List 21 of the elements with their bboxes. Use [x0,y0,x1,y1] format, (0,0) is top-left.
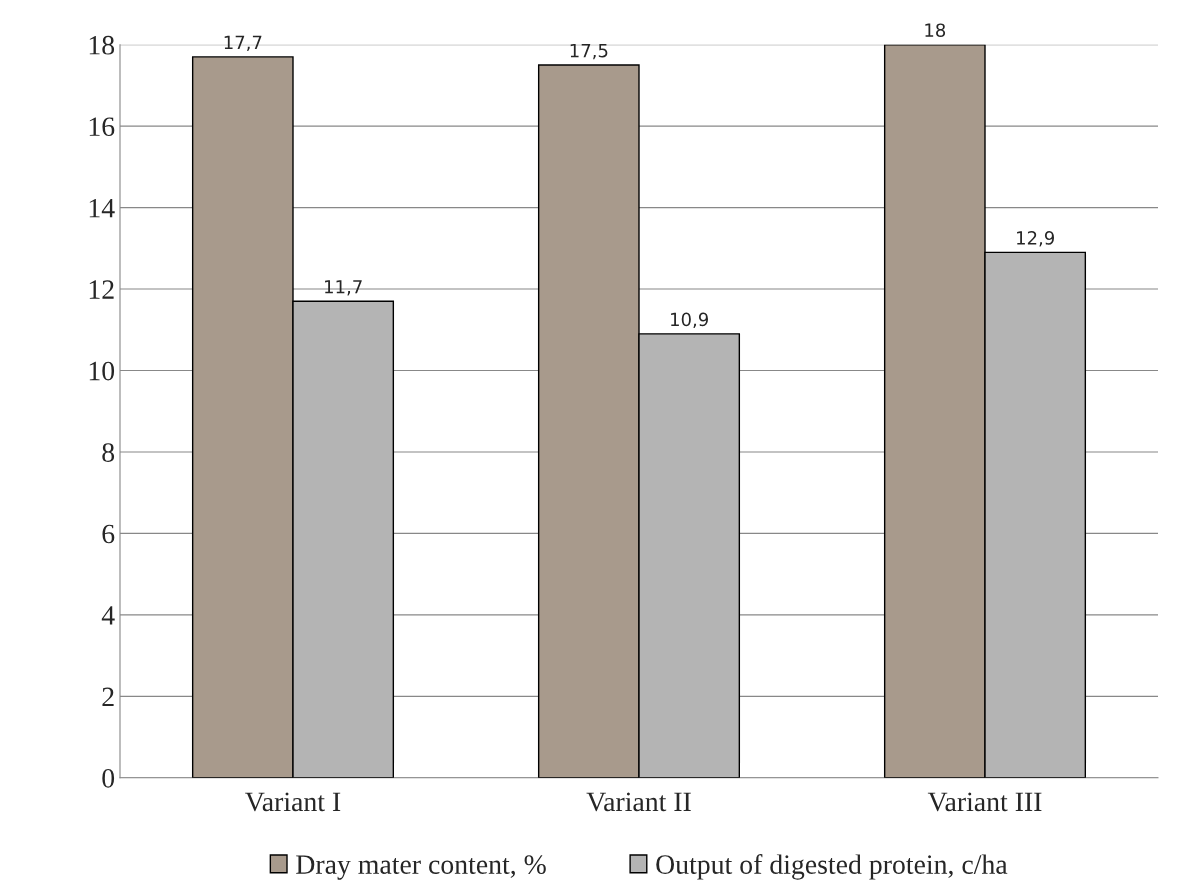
y-tick-label: 6 [102,524,115,544]
x-tick-label: Variant I [245,792,341,812]
y-tick-label: 2 [102,687,114,706]
legend-label: Dray mater content, % [296,855,546,880]
data-label: 12,9 [1017,231,1054,247]
y-tick-label: 10 [89,361,115,381]
data-label: 17,7 [224,35,262,52]
y-tick-label: 12 [89,280,114,299]
data-label: 18 [925,23,946,38]
data-label: 10,9 [671,312,708,329]
y-tick-label: 16 [89,117,115,137]
y-tick-label: 14 [89,198,115,218]
data-label: 11,7 [325,280,362,296]
data-label: 17,5 [570,43,608,60]
y-tick-label: 0 [102,768,115,788]
y-tick-label: 8 [102,443,115,462]
y-tick-label: 18 [89,35,115,55]
x-tick-label: Variant III [927,792,1042,812]
legend-label: Output of digested protein, c/ha [656,854,1008,880]
y-tick-label: 4 [101,606,115,625]
x-tick-label: Variant II [586,792,691,812]
